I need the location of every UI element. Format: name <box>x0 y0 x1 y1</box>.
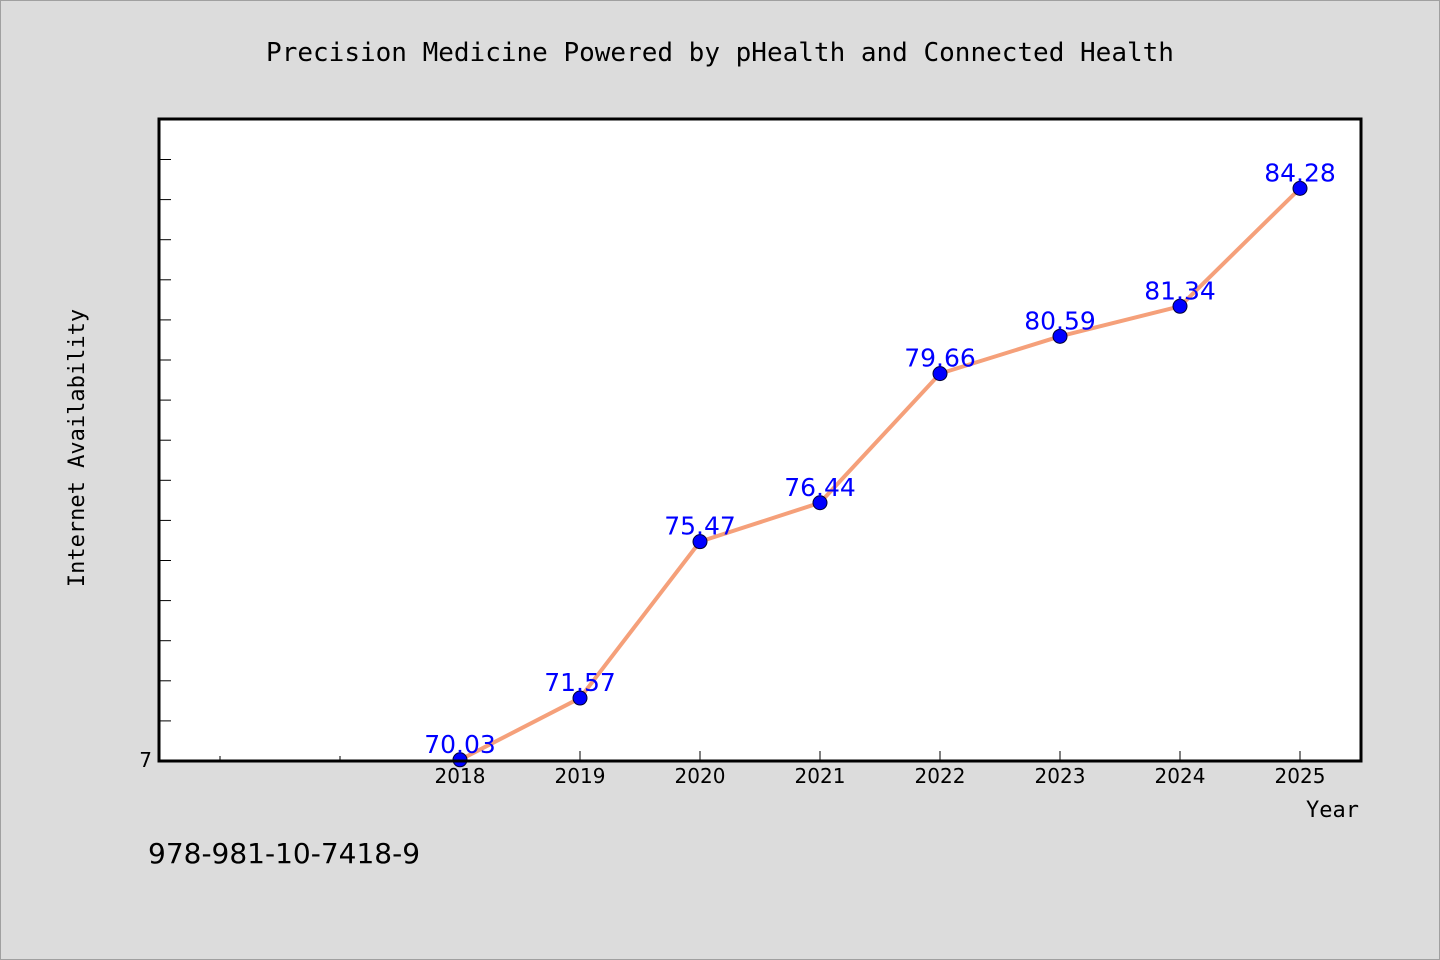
data-point <box>932 366 948 382</box>
data-point <box>572 690 588 706</box>
y-axis-label: Internet Availability <box>65 309 90 587</box>
x-tick-label: 2021 <box>795 764 846 788</box>
data-label: 81.34 <box>1144 276 1216 305</box>
data-label: 70.03 <box>424 730 496 759</box>
data-point <box>1172 298 1188 314</box>
x-tick-label: 2022 <box>915 764 966 788</box>
data-point <box>1292 180 1308 196</box>
x-tick-label: 2025 <box>1275 764 1326 788</box>
data-point <box>692 534 708 550</box>
data-label: 75.47 <box>664 512 736 541</box>
series-line <box>458 186 1302 762</box>
data-point <box>1052 328 1068 344</box>
chart-title: Precision Medicine Powered by pHealth an… <box>266 38 1174 68</box>
x-tick-label: 2020 <box>675 764 726 788</box>
data-label: 79.66 <box>904 344 976 373</box>
data-label: 84.28 <box>1264 158 1336 187</box>
data-point <box>812 495 828 511</box>
data-label: 71.57 <box>544 668 616 697</box>
y-tick-label: 7 <box>139 748 152 772</box>
plot-area <box>159 119 1361 761</box>
x-tick-label: 2024 <box>1155 764 1206 788</box>
data-label: 80.59 <box>1024 306 1096 335</box>
x-tick-label: 2018 <box>435 764 486 788</box>
x-tick-label: 2019 <box>555 764 606 788</box>
data-label: 76.44 <box>784 473 856 502</box>
x-axis-label: Year <box>1306 798 1359 823</box>
plot-layer: 70.03 71.57 75.47 76.44 79.66 80.59 81.34 84.28 <box>159 158 1336 768</box>
plot-frame <box>157 117 1363 763</box>
x-tick-label: 2023 <box>1035 764 1086 788</box>
isbn-text: 978-981-10-7418-9 <box>148 837 420 870</box>
